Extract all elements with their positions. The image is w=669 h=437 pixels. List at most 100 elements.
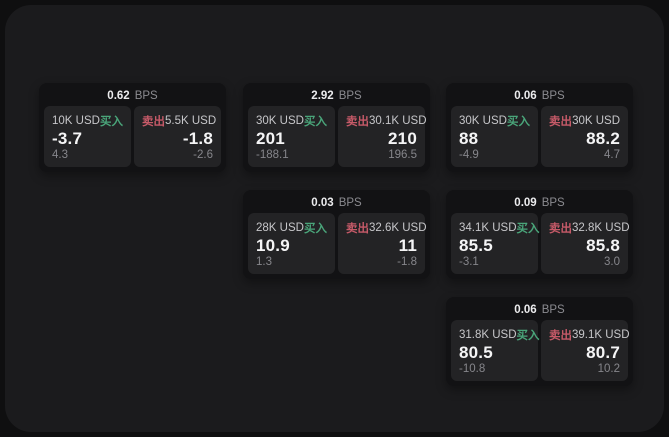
- buy-amount: 31.8K USD: [459, 329, 517, 341]
- sell-tile-header: 卖出 30.1K USD: [346, 113, 427, 129]
- buy-side-label: 买入: [100, 116, 123, 128]
- sell-price: 85.8: [586, 235, 620, 255]
- bps-value: 0.62: [107, 89, 130, 102]
- buy-delta: -10.8: [459, 363, 486, 375]
- buy-delta: -3.1: [459, 256, 479, 268]
- buy-price: 10.9: [256, 235, 290, 255]
- sell-price: -1.8: [182, 128, 213, 148]
- sell-delta: 10.2: [597, 363, 620, 375]
- sell-tile-header: 卖出 32.8K USD: [549, 220, 630, 236]
- buy-tile-header: 10K USD 买入: [52, 113, 123, 129]
- sell-amount: 39.1K USD: [572, 329, 630, 341]
- buy-amount: 34.1K USD: [459, 222, 517, 234]
- sell-delta: 4.7: [604, 149, 620, 161]
- buy-amount: 30K USD: [256, 115, 304, 127]
- sell-side-label: 卖出: [549, 330, 572, 342]
- bps-value: 0.06: [514, 303, 537, 316]
- buy-side-label: 买入: [516, 223, 540, 235]
- sell-price: 11: [398, 235, 417, 255]
- buy-delta: -4.9: [459, 149, 479, 161]
- quote-card: 0.03 BPS 28K USD 买入 10.9 1.3 卖出 32.6K US…: [243, 190, 430, 279]
- sell-price: 80.7: [586, 342, 620, 362]
- card-header: 0.09 BPS: [446, 190, 633, 213]
- buy-side-label: 买入: [516, 330, 540, 342]
- buy-price: 88: [459, 128, 479, 148]
- sell-delta: -2.6: [193, 149, 213, 161]
- sell-amount: 32.8K USD: [572, 222, 630, 234]
- sell-tile-header: 卖出 39.1K USD: [549, 327, 630, 343]
- buy-delta: 1.3: [256, 256, 272, 268]
- quote-card: 0.62 BPS 10K USD 买入 -3.7 4.3 卖出 5.5K USD…: [39, 83, 226, 172]
- sell-tile-header: 卖出 30K USD: [549, 113, 620, 129]
- quote-card: 2.92 BPS 30K USD 买入 201 -188.1 卖出 30.1K …: [243, 83, 430, 172]
- buy-quote-tile[interactable]: 28K USD 买入 10.9 1.3: [248, 213, 335, 274]
- sell-delta: 196.5: [388, 149, 417, 161]
- buy-quote-tile[interactable]: 31.8K USD 买入 80.5 -10.8: [451, 320, 540, 381]
- sell-side-label: 卖出: [549, 223, 572, 235]
- bps-value: 0.03: [311, 196, 334, 209]
- buy-price: 85.5: [459, 235, 493, 255]
- buy-price: 80.5: [459, 342, 493, 362]
- buy-tile-header: 28K USD 买入: [256, 220, 327, 236]
- card-body: 34.1K USD 买入 85.5 -3.1 卖出 32.8K USD 85.8…: [446, 213, 633, 279]
- card-header: 0.62 BPS: [39, 83, 226, 106]
- bps-unit-label: BPS: [338, 196, 362, 209]
- card-body: 30K USD 买入 88 -4.9 卖出 30K USD 88.2 4.7: [446, 106, 633, 172]
- card-header: 2.92 BPS: [243, 83, 430, 106]
- quote-card: 0.09 BPS 34.1K USD 买入 85.5 -3.1 卖出 32.8K…: [446, 190, 633, 279]
- card-header: 0.06 BPS: [446, 297, 633, 320]
- main-panel: 0.62 BPS 10K USD 买入 -3.7 4.3 卖出 5.5K USD…: [5, 5, 664, 432]
- card-body: 10K USD 买入 -3.7 4.3 卖出 5.5K USD -1.8 -2.…: [39, 106, 226, 172]
- sell-quote-tile[interactable]: 卖出 30.1K USD 210 196.5: [338, 106, 427, 167]
- bps-unit-label: BPS: [541, 196, 565, 209]
- buy-tile-header: 30K USD 买入: [256, 113, 327, 129]
- quote-card: 0.06 BPS 31.8K USD 买入 80.5 -10.8 卖出 39.1…: [446, 297, 633, 386]
- bps-unit-label: BPS: [134, 89, 158, 102]
- sell-quote-tile[interactable]: 卖出 39.1K USD 80.7 10.2: [541, 320, 630, 381]
- bps-value: 0.06: [514, 89, 537, 102]
- sell-amount: 5.5K USD: [165, 115, 217, 127]
- buy-side-label: 买入: [304, 223, 327, 235]
- sell-side-label: 卖出: [142, 116, 165, 128]
- buy-price: 201: [256, 128, 285, 148]
- buy-price: -3.7: [52, 128, 83, 148]
- bps-unit-label: BPS: [541, 303, 565, 316]
- buy-amount: 30K USD: [459, 115, 507, 127]
- sell-tile-header: 卖出 32.6K USD: [346, 220, 427, 236]
- bps-value: 2.92: [311, 89, 334, 102]
- sell-delta: -1.8: [397, 256, 417, 268]
- sell-quote-tile[interactable]: 卖出 32.8K USD 85.8 3.0: [541, 213, 630, 274]
- buy-tile-header: 34.1K USD 买入: [459, 220, 540, 236]
- card-body: 30K USD 买入 201 -188.1 卖出 30.1K USD 210 1…: [243, 106, 430, 172]
- card-body: 28K USD 买入 10.9 1.3 卖出 32.6K USD 11 -1.8: [243, 213, 430, 279]
- buy-quote-tile[interactable]: 10K USD 买入 -3.7 4.3: [44, 106, 131, 167]
- buy-quote-tile[interactable]: 34.1K USD 买入 85.5 -3.1: [451, 213, 540, 274]
- quote-card: 0.06 BPS 30K USD 买入 88 -4.9 卖出 30K USD 8…: [446, 83, 633, 172]
- bps-unit-label: BPS: [541, 89, 565, 102]
- sell-quote-tile[interactable]: 卖出 32.6K USD 11 -1.8: [338, 213, 427, 274]
- buy-amount: 28K USD: [256, 222, 304, 234]
- sell-tile-header: 卖出 5.5K USD: [142, 113, 217, 129]
- buy-quote-tile[interactable]: 30K USD 买入 201 -188.1: [248, 106, 335, 167]
- sell-delta: 3.0: [604, 256, 620, 268]
- card-header: 0.03 BPS: [243, 190, 430, 213]
- sell-quote-tile[interactable]: 卖出 5.5K USD -1.8 -2.6: [134, 106, 221, 167]
- bps-value: 0.09: [514, 196, 537, 209]
- buy-side-label: 买入: [507, 116, 530, 128]
- card-body: 31.8K USD 买入 80.5 -10.8 卖出 39.1K USD 80.…: [446, 320, 633, 386]
- sell-price: 210: [388, 128, 417, 148]
- buy-amount: 10K USD: [52, 115, 100, 127]
- sell-side-label: 卖出: [346, 116, 369, 128]
- sell-side-label: 卖出: [346, 223, 369, 235]
- sell-quote-tile[interactable]: 卖出 30K USD 88.2 4.7: [541, 106, 628, 167]
- sell-amount: 30.1K USD: [369, 115, 427, 127]
- sell-amount: 30K USD: [572, 115, 620, 127]
- buy-tile-header: 31.8K USD 买入: [459, 327, 540, 343]
- buy-delta: -188.1: [256, 149, 289, 161]
- buy-quote-tile[interactable]: 30K USD 买入 88 -4.9: [451, 106, 538, 167]
- sell-price: 88.2: [586, 128, 620, 148]
- buy-side-label: 买入: [304, 116, 327, 128]
- card-header: 0.06 BPS: [446, 83, 633, 106]
- buy-delta: 4.3: [52, 149, 68, 161]
